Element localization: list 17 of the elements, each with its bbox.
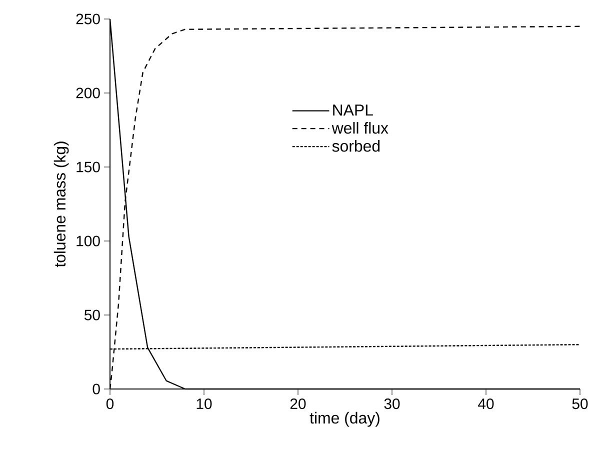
x-tick-label: 20	[290, 398, 306, 410]
x-tick-label: 0	[106, 398, 114, 410]
x-tick-label: 10	[196, 398, 212, 410]
y-tick-label: 50	[84, 310, 100, 320]
x-tick-label: 40	[478, 398, 494, 410]
y-tick-label: 200	[76, 88, 100, 98]
legend-label: NAPL	[333, 104, 373, 116]
y-tick-label: 100	[76, 236, 100, 246]
y-tick-label: 250	[76, 14, 100, 24]
x-axis-title: time (day)	[310, 412, 380, 427]
legend-label: sorbed	[332, 140, 380, 152]
y-tick-label: 150	[76, 162, 100, 172]
y-tick-label: 0	[92, 384, 100, 394]
legend-label: well flux	[332, 122, 388, 134]
y-axis-title: toluene mass (kg)	[54, 142, 69, 268]
x-tick-label: 30	[384, 398, 400, 410]
x-tick-label: 50	[572, 398, 588, 410]
